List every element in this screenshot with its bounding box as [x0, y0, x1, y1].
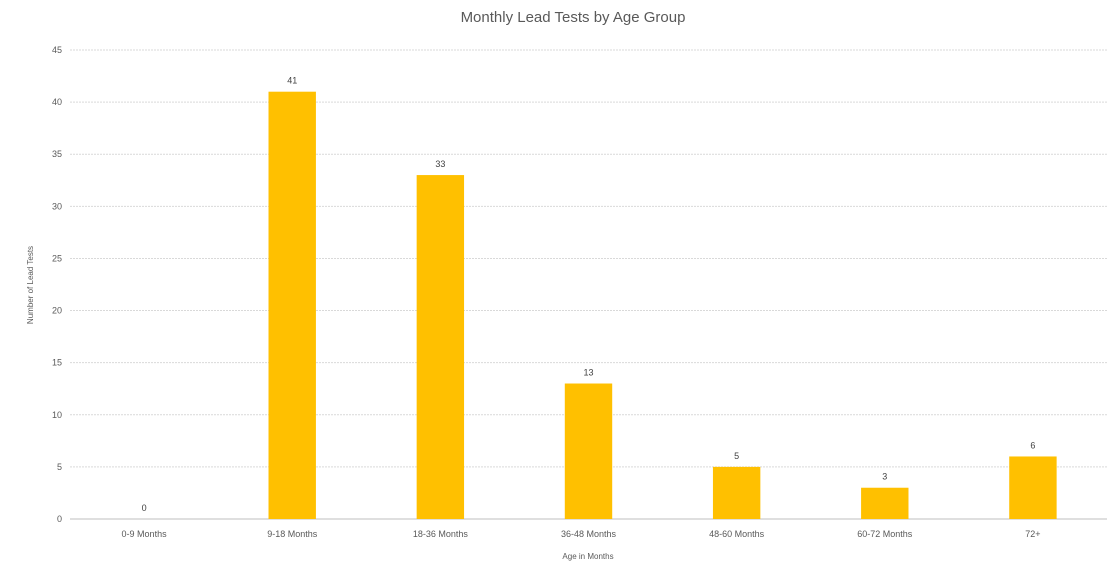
data-label: 0	[142, 503, 147, 513]
y-tick-label: 15	[52, 358, 62, 368]
y-axis-ticks: 0 5 10 15 20 25 30 35 40 45	[52, 45, 62, 524]
data-label: 33	[435, 159, 445, 169]
x-tick-label: 9-18 Months	[267, 529, 318, 539]
x-tick-label: 72+	[1025, 529, 1040, 539]
y-axis-label: Number of Lead Tests	[26, 246, 35, 324]
data-label: 3	[882, 472, 887, 482]
bar	[268, 91, 316, 519]
y-tick-label: 30	[52, 201, 62, 211]
bar	[1009, 456, 1057, 519]
bars: 0 41 33 13 5 3 6	[142, 76, 1057, 520]
bar	[861, 487, 909, 519]
x-tick-label: 0-9 Months	[122, 529, 168, 539]
x-tick-label: 60-72 Months	[857, 529, 913, 539]
gridlines	[70, 49, 1107, 520]
data-label: 41	[287, 76, 297, 86]
chart-title: Monthly Lead Tests by Age Group	[461, 9, 686, 26]
data-label: 5	[734, 451, 739, 461]
bar	[712, 466, 761, 519]
bar	[564, 383, 613, 519]
y-tick-label: 20	[52, 306, 62, 316]
y-tick-label: 10	[52, 410, 62, 420]
x-axis-label: Age in Months	[562, 552, 613, 561]
y-tick-label: 35	[52, 149, 62, 159]
y-tick-label: 40	[52, 97, 62, 107]
bar	[416, 175, 465, 520]
x-tick-label: 36-48 Months	[561, 529, 617, 539]
y-tick-label: 5	[57, 462, 62, 472]
y-tick-label: 45	[52, 45, 62, 55]
x-tick-label: 48-60 Months	[709, 529, 765, 539]
x-axis-ticks: 0-9 Months 9-18 Months 18-36 Months 36-48 M…	[122, 529, 1041, 539]
x-tick-label: 18-36 Months	[413, 529, 469, 539]
y-tick-label: 25	[52, 253, 62, 263]
data-label: 6	[1030, 440, 1035, 450]
data-label: 13	[583, 368, 593, 378]
y-tick-label: 0	[57, 514, 62, 524]
